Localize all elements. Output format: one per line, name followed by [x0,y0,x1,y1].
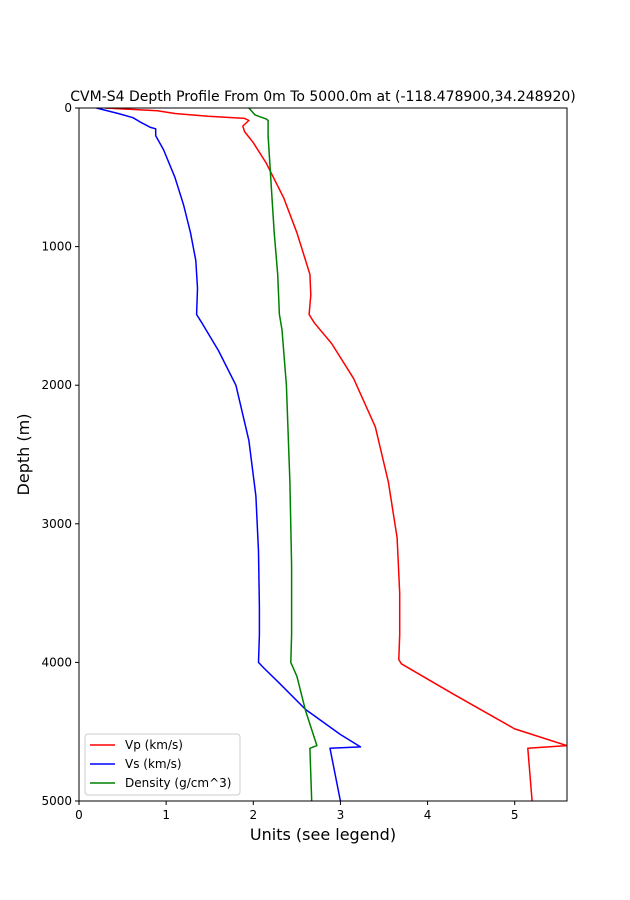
series-lines [96,108,567,801]
y-tick-label: 4000 [41,655,72,669]
x-tick-label: 4 [424,808,432,822]
series-line-vp-km-s [105,108,567,801]
legend-label-density-g-cm: Density (g/cm^3) [125,776,231,790]
x-tick-label: 5 [511,808,519,822]
series-line-density-g-cm [248,108,318,801]
x-tick-label: 1 [162,808,170,822]
x-axis-label: Units (see legend) [250,825,396,844]
series-line-vs-km-s [96,108,362,801]
x-tick-label: 0 [75,808,83,822]
y-axis-ticks: 0 1000 2000 3000 4000 5000 [41,101,79,808]
legend: Vp (km/s) Vs (km/s) Density (g/cm^3) [84,733,241,796]
y-tick-label: 0 [64,101,72,115]
y-tick-label: 5000 [41,794,72,808]
chart-title: CVM-S4 Depth Profile From 0m To 5000.0m … [70,89,575,105]
y-axis-label: Depth (m) [14,414,33,496]
legend-label-vs-km-s: Vs (km/s) [125,757,182,771]
y-tick-label: 3000 [41,517,72,531]
x-tick-label: 3 [337,808,345,822]
legend-box [84,733,241,796]
y-tick-label: 1000 [41,240,72,254]
x-axis-ticks: 0 1 2 3 4 5 [75,801,519,822]
legend-label-vp-km-s: Vp (km/s) [125,738,183,752]
y-tick-label: 2000 [41,378,72,392]
plot-area-frame [78,107,568,802]
x-tick-label: 2 [249,808,257,822]
